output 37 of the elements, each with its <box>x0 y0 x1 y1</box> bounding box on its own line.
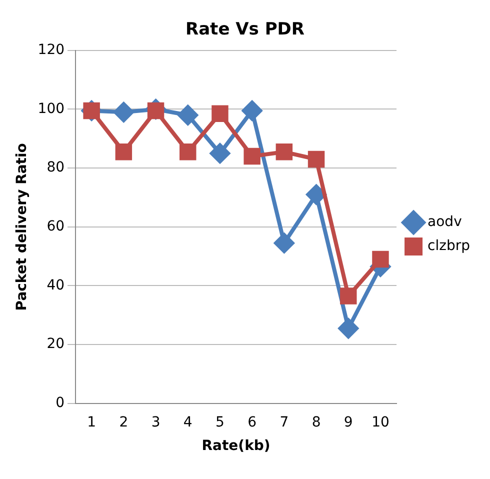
point <box>338 318 358 338</box>
point <box>212 105 228 122</box>
x-tick-label: 2 <box>119 414 128 430</box>
point <box>372 250 389 268</box>
x-tick-label: 6 <box>248 414 257 430</box>
x-tick-label: 10 <box>372 414 390 430</box>
x-tick-label: 3 <box>151 414 160 430</box>
x-tick-label: 7 <box>280 414 289 430</box>
y-tick-label: 120 <box>38 42 65 58</box>
y-tick-label: 100 <box>38 100 65 117</box>
y-tick-label: 80 <box>46 160 65 176</box>
y-tick-label: 0 <box>56 395 65 412</box>
chart-title: Rate Vs PDR <box>186 20 304 40</box>
point <box>114 102 134 122</box>
point <box>115 144 132 160</box>
point <box>306 184 326 205</box>
point <box>308 150 325 168</box>
legend-label: clzbrp <box>428 238 470 254</box>
y-tick-label: 40 <box>46 277 65 294</box>
point <box>210 143 230 164</box>
point <box>274 233 294 254</box>
x-axis-title: Rate(kb) <box>202 438 270 454</box>
x-tick-label: 5 <box>216 414 224 430</box>
x-tick-label: 4 <box>183 414 192 430</box>
x-tick-label: 1 <box>87 414 96 430</box>
point <box>178 105 198 126</box>
point <box>276 144 293 160</box>
y-axis-title: Packet delivery Ratio <box>14 142 30 311</box>
point <box>180 144 196 160</box>
y-tick-label: 60 <box>46 218 65 235</box>
y-tick-label: 20 <box>46 336 65 352</box>
x-tick-label: 8 <box>312 414 321 430</box>
point <box>242 100 262 121</box>
point <box>340 288 357 304</box>
legend-label: aodv <box>428 214 462 230</box>
point <box>244 148 260 165</box>
x-tick-label: 9 <box>344 414 353 430</box>
